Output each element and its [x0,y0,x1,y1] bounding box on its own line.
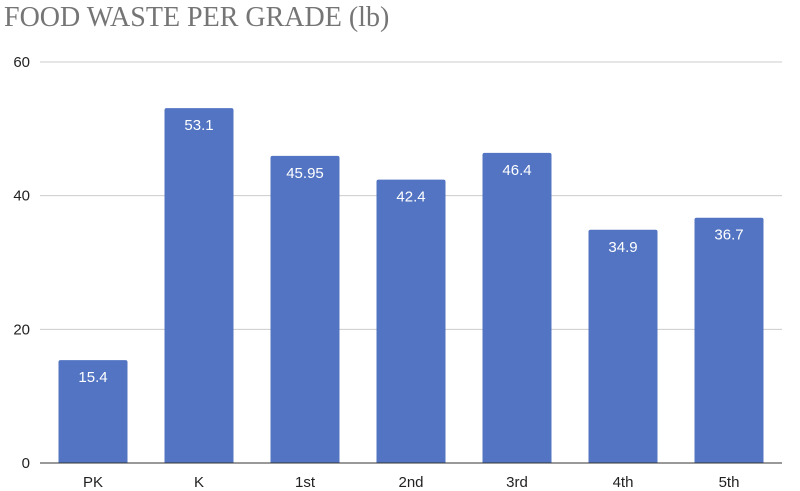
data-label-3rd: 46.4 [502,162,531,179]
bar-2nd [376,179,446,464]
y-tick-label: 40 [13,188,30,205]
bar-1st [270,155,340,464]
chart-title: FOOD WASTE PER GRADE (lb) [4,2,390,33]
data-label-4th: 34.9 [608,239,637,256]
x-axis-ticks: PK K 1st 2nd 3rd 4th 5th [83,474,739,491]
bar-3rd [482,152,552,464]
x-tick-label-2nd: 2nd [398,474,423,491]
y-tick-label: 0 [22,455,30,472]
x-tick-label-k: K [194,474,204,491]
bars [58,108,764,464]
bar-5th [694,217,764,463]
bar-k [164,108,234,464]
x-tick-label-1st: 1st [295,474,316,491]
x-tick-label-3rd: 3rd [506,474,528,491]
x-tick-label-pk: PK [83,474,103,491]
y-tick-label: 20 [13,321,30,338]
bar-4th [588,229,658,463]
data-label-k: 53.1 [184,117,213,134]
x-tick-label-4th: 4th [613,474,634,491]
data-label-2nd: 42.4 [396,189,425,206]
x-tick-label-5th: 5th [719,474,740,491]
data-labels: 15.4 53.1 45.95 42.4 46.4 34.9 36.7 [78,117,743,386]
data-label-5th: 36.7 [714,227,743,244]
bar-pk [58,360,128,463]
y-tick-label: 60 [13,54,30,71]
data-label-pk: 15.4 [78,369,107,386]
data-label-1st: 45.95 [286,165,324,182]
y-axis-ticks: 0 20 40 60 [13,54,30,472]
